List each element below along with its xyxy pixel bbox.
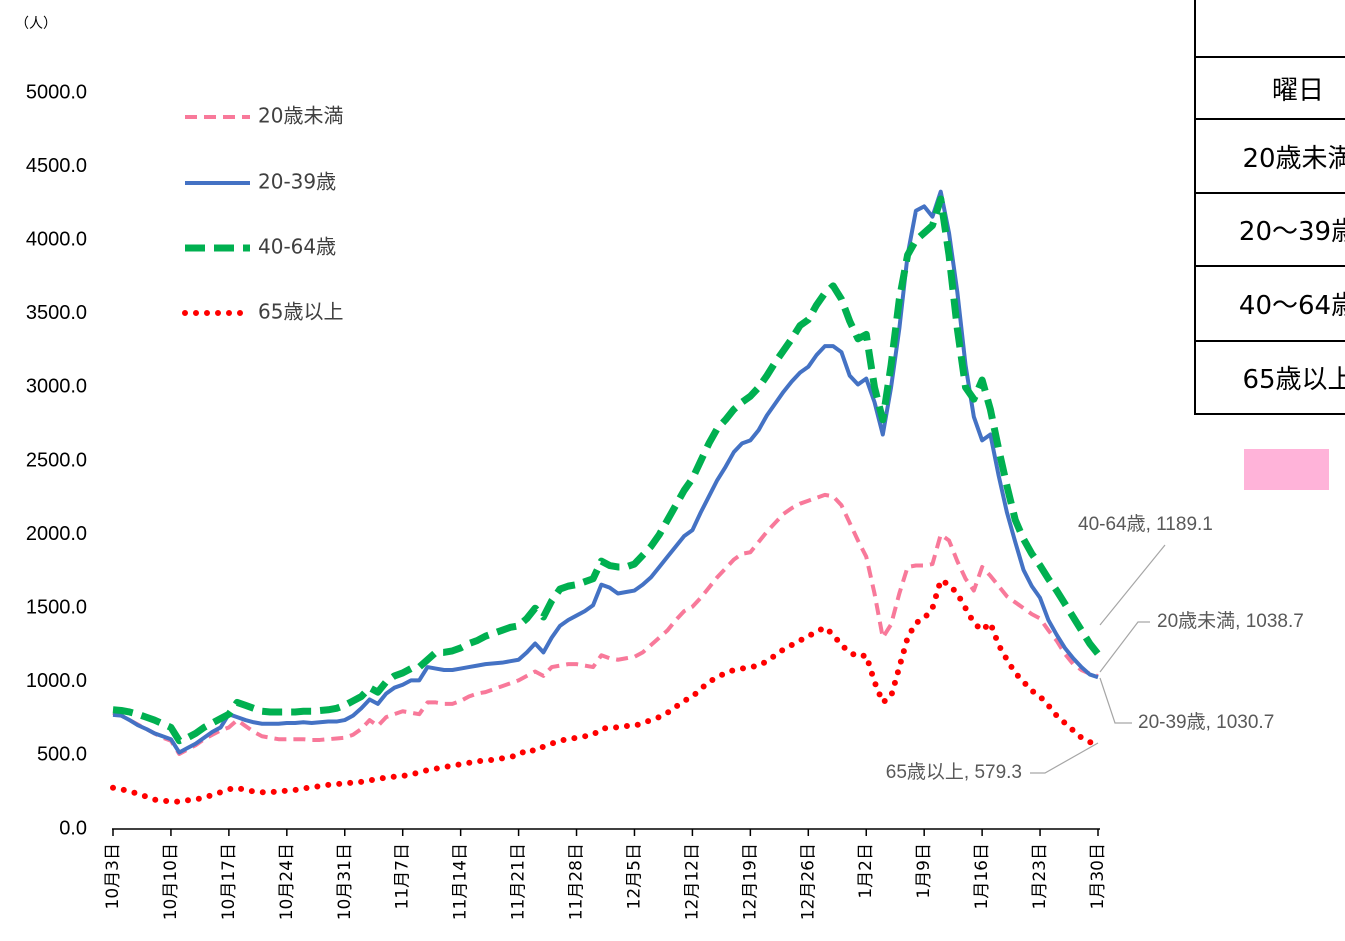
y-tick-label: 5000.0	[26, 81, 87, 103]
legend-label: 20-39歳	[258, 170, 336, 194]
leader-line	[1099, 677, 1132, 724]
table-cell: 40～64歳	[1196, 265, 1345, 340]
color-swatch	[1244, 449, 1329, 490]
end-label: 20-39歳, 1030.7	[1138, 711, 1274, 733]
leader-line	[1030, 742, 1099, 774]
series-line	[112, 492, 1099, 756]
y-tick-label: 3000.0	[26, 376, 87, 398]
y-tick-label: 500.0	[37, 744, 87, 766]
end-label: 65歳以上, 579.3	[886, 761, 1022, 783]
y-unit: （人）	[15, 16, 57, 32]
end-label: 20歳未満, 1038.7	[1157, 610, 1304, 632]
y-tick-label: 4500.0	[26, 155, 87, 177]
table-clip: 曜日 20歳未満 20～39歳 40～64歳 65歳以上	[1194, 0, 1345, 416]
y-tick-label: 3500.0	[26, 302, 87, 324]
x-tick-label: 1月9日	[914, 843, 934, 899]
legend-label: 20歳未満	[258, 104, 343, 128]
table: 曜日 20歳未満 20～39歳 40～64歳 65歳以上	[1194, 0, 1345, 415]
y-tick-label: 4000.0	[26, 228, 87, 250]
x-tick-label: 12月12日	[682, 843, 702, 920]
leader-line	[1099, 621, 1150, 673]
series-line	[110, 577, 1101, 805]
x-tick-label: 10月3日	[103, 843, 123, 909]
x-tick-label: 10月10日	[161, 843, 181, 920]
table-cell: 曜日	[1196, 56, 1345, 118]
end-label: 40-64歳, 1189.1	[1078, 513, 1213, 535]
table-cell: 65歳以上	[1196, 340, 1345, 413]
x-tick-label: 10月24日	[277, 843, 297, 920]
y-tick-label: 2000.0	[26, 523, 87, 545]
y-tick-label: 1500.0	[26, 596, 87, 618]
x-tick-label: 12月19日	[740, 843, 760, 920]
leader-line	[1099, 544, 1166, 626]
x-tick-label: 11月14日	[451, 843, 471, 920]
table-cell: 20～39歳	[1196, 192, 1345, 265]
table-cell	[1196, 0, 1345, 56]
x-tick-label: 12月26日	[798, 843, 818, 920]
x-tick-label: 10月17日	[219, 843, 239, 920]
x-tick-label: 1月23日	[1030, 843, 1050, 909]
x-tick-label: 1月30日	[1088, 843, 1108, 909]
legend-label: 40-64歳	[258, 235, 336, 259]
x-tick-label: 1月16日	[972, 843, 992, 909]
x-tick-label: 11月7日	[393, 843, 413, 909]
table-cell: 20歳未満	[1196, 118, 1345, 192]
x-tick-label: 11月21日	[509, 843, 529, 920]
x-tick-label: 1月2日	[856, 843, 876, 899]
x-tick-label: 11月28日	[567, 843, 587, 920]
y-tick-label: 2500.0	[26, 449, 87, 471]
legend-label: 65歳以上	[258, 300, 343, 324]
y-tick-label: 0.0	[59, 817, 87, 839]
x-tick-label: 10月31日	[335, 843, 355, 920]
y-tick-label: 1000.0	[26, 670, 87, 692]
series-line	[112, 195, 1101, 745]
x-tick-label: 12月5日	[624, 843, 644, 909]
